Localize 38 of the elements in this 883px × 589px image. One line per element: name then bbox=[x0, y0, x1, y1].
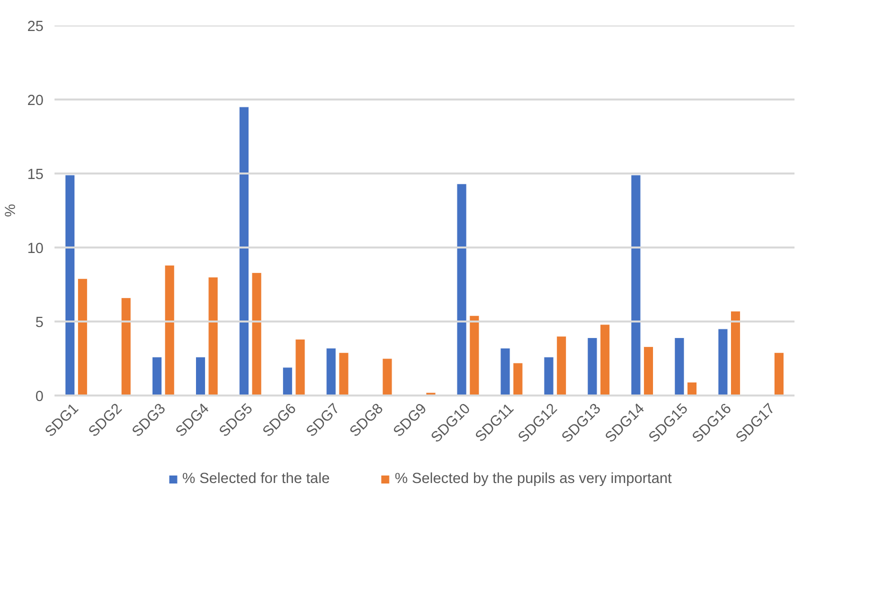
bar bbox=[456, 184, 467, 396]
bar bbox=[152, 356, 162, 396]
y-tick-label: 15 bbox=[27, 167, 44, 183]
bar bbox=[556, 336, 566, 396]
bar bbox=[643, 346, 654, 396]
bar bbox=[630, 174, 641, 396]
legend-label: % Selected by the pupils as very important bbox=[394, 471, 672, 487]
y-tick-label: 5 bbox=[35, 315, 44, 331]
bar bbox=[208, 276, 218, 396]
y-axis-title: % bbox=[3, 204, 20, 218]
bar bbox=[469, 315, 480, 396]
legend-label: % Selected for the tale bbox=[182, 471, 330, 487]
bar bbox=[500, 348, 510, 396]
y-tick-label: 0 bbox=[35, 389, 44, 405]
bar bbox=[164, 265, 175, 396]
bar bbox=[718, 328, 728, 396]
bar bbox=[78, 278, 88, 396]
bar bbox=[239, 106, 250, 396]
bar bbox=[295, 339, 306, 396]
bar bbox=[730, 310, 741, 396]
bar bbox=[121, 298, 132, 396]
bar bbox=[600, 324, 610, 396]
bar bbox=[544, 356, 554, 396]
bar bbox=[326, 348, 336, 396]
bar bbox=[686, 382, 698, 396]
bar bbox=[587, 338, 598, 396]
y-tick-label: 20 bbox=[27, 93, 44, 109]
y-tick-label: 25 bbox=[27, 19, 44, 35]
bar bbox=[196, 356, 206, 396]
bar bbox=[338, 352, 349, 396]
bar bbox=[64, 174, 75, 396]
bar bbox=[512, 362, 523, 396]
bar bbox=[382, 358, 392, 396]
bar bbox=[774, 352, 784, 396]
bar bbox=[674, 338, 684, 396]
y-tick-label: 10 bbox=[27, 241, 44, 257]
bar bbox=[252, 272, 262, 396]
bar bbox=[282, 367, 293, 396]
